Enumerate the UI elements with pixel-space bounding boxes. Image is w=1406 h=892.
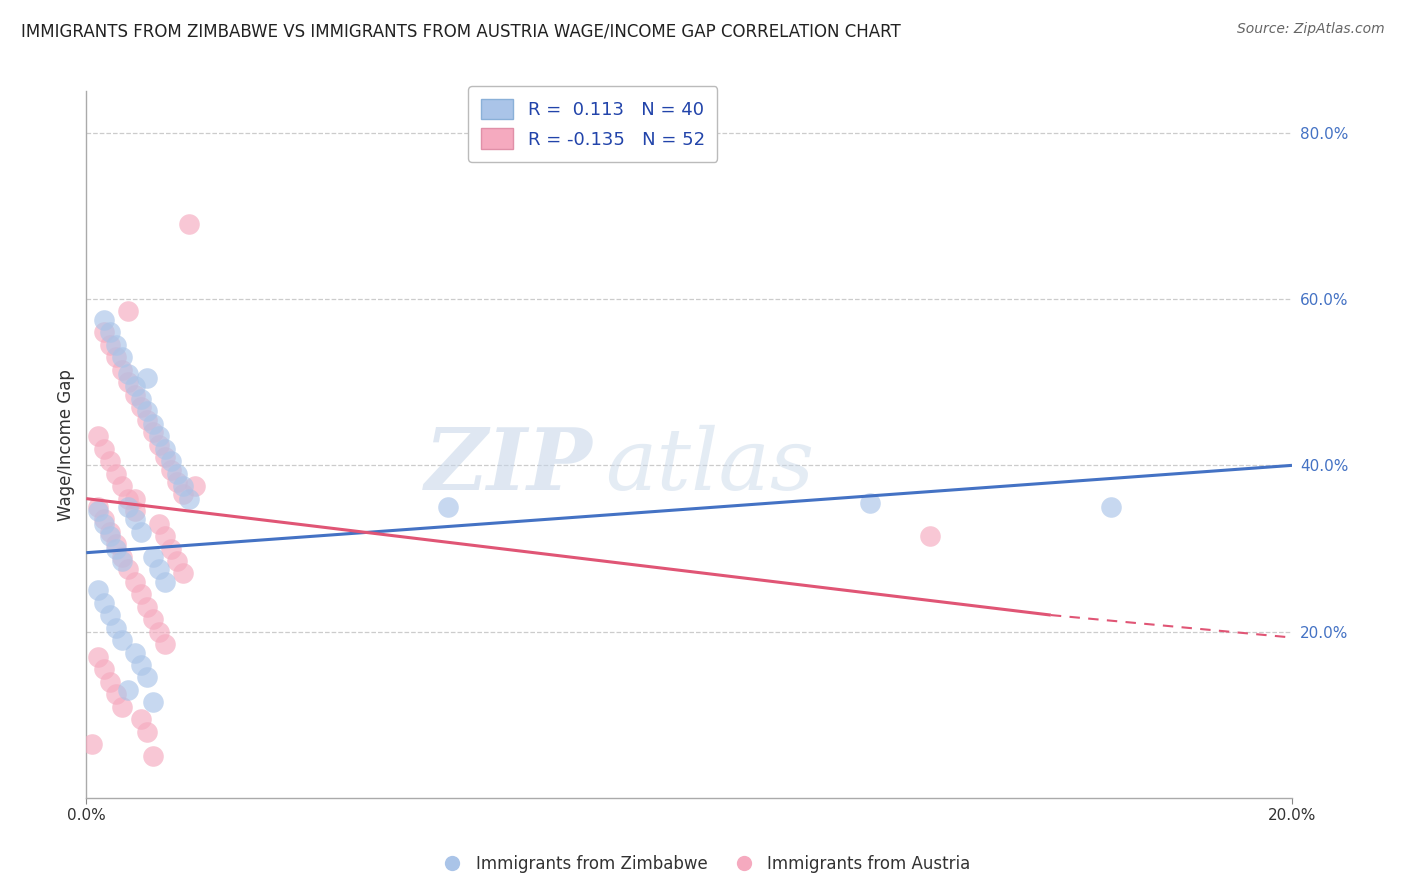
Point xyxy=(105,687,128,701)
Point xyxy=(87,583,110,598)
Point xyxy=(859,496,882,510)
Point xyxy=(93,442,115,456)
Point xyxy=(117,367,139,381)
Text: ZIP: ZIP xyxy=(425,424,593,508)
Point xyxy=(124,512,146,526)
Point xyxy=(166,554,188,568)
Point xyxy=(135,599,157,614)
Point xyxy=(111,479,134,493)
Point xyxy=(159,462,181,476)
Point xyxy=(172,479,194,493)
Point xyxy=(100,529,122,543)
Point xyxy=(100,454,122,468)
Point xyxy=(117,562,139,576)
Point xyxy=(142,549,165,564)
Point xyxy=(111,350,134,364)
Point xyxy=(135,371,157,385)
Point xyxy=(153,450,176,464)
Point xyxy=(87,504,110,518)
Point xyxy=(117,491,139,506)
Text: IMMIGRANTS FROM ZIMBABWE VS IMMIGRANTS FROM AUSTRIA WAGE/INCOME GAP CORRELATION : IMMIGRANTS FROM ZIMBABWE VS IMMIGRANTS F… xyxy=(21,22,901,40)
Point xyxy=(87,429,110,443)
Point xyxy=(82,737,104,751)
Point xyxy=(111,554,134,568)
Point xyxy=(153,529,176,543)
Point xyxy=(159,541,181,556)
Point xyxy=(153,442,176,456)
Point xyxy=(124,379,146,393)
Point xyxy=(111,549,134,564)
Point xyxy=(148,437,170,451)
Point xyxy=(111,633,134,648)
Point xyxy=(166,475,188,489)
Point xyxy=(124,491,146,506)
Point xyxy=(93,516,115,531)
Point xyxy=(148,562,170,576)
Y-axis label: Wage/Income Gap: Wage/Income Gap xyxy=(58,368,75,521)
Point xyxy=(142,425,165,439)
Point xyxy=(129,392,152,406)
Point xyxy=(100,524,122,539)
Point xyxy=(93,596,115,610)
Point xyxy=(93,326,115,340)
Point xyxy=(124,646,146,660)
Point xyxy=(111,362,134,376)
Point xyxy=(87,500,110,514)
Point xyxy=(100,337,122,351)
Point xyxy=(135,670,157,684)
Point xyxy=(153,574,176,589)
Point xyxy=(177,491,200,506)
Point xyxy=(142,612,165,626)
Text: atlas: atlas xyxy=(605,425,814,508)
Point xyxy=(93,662,115,676)
Point xyxy=(124,504,146,518)
Legend: Immigrants from Zimbabwe, Immigrants from Austria: Immigrants from Zimbabwe, Immigrants fro… xyxy=(429,848,977,880)
Point xyxy=(93,512,115,526)
Point xyxy=(129,587,152,601)
Point xyxy=(135,412,157,426)
Point xyxy=(111,699,134,714)
Point xyxy=(124,574,146,589)
Point xyxy=(135,404,157,418)
Point xyxy=(117,682,139,697)
Point xyxy=(142,749,165,764)
Point xyxy=(105,541,128,556)
Point xyxy=(148,429,170,443)
Point xyxy=(142,695,165,709)
Point xyxy=(166,467,188,481)
Point xyxy=(172,487,194,501)
Point xyxy=(159,454,181,468)
Point xyxy=(172,566,194,581)
Point xyxy=(129,712,152,726)
Point xyxy=(105,537,128,551)
Text: Source: ZipAtlas.com: Source: ZipAtlas.com xyxy=(1237,22,1385,37)
Point xyxy=(100,326,122,340)
Point xyxy=(129,400,152,414)
Point xyxy=(148,516,170,531)
Point xyxy=(1099,500,1122,514)
Point xyxy=(100,674,122,689)
Point xyxy=(142,417,165,431)
Point xyxy=(105,467,128,481)
Point xyxy=(117,304,139,318)
Point xyxy=(105,621,128,635)
Point xyxy=(184,479,207,493)
Point xyxy=(105,337,128,351)
Point xyxy=(100,608,122,623)
Point xyxy=(437,500,460,514)
Point xyxy=(117,500,139,514)
Point xyxy=(129,657,152,672)
Point xyxy=(153,637,176,651)
Legend: R =  0.113   N = 40, R = -0.135   N = 52: R = 0.113 N = 40, R = -0.135 N = 52 xyxy=(468,86,717,162)
Point xyxy=(124,387,146,401)
Point xyxy=(129,524,152,539)
Point xyxy=(117,375,139,389)
Point xyxy=(177,217,200,231)
Point xyxy=(135,724,157,739)
Point xyxy=(105,350,128,364)
Point xyxy=(87,649,110,664)
Point xyxy=(148,624,170,639)
Point xyxy=(920,529,942,543)
Point xyxy=(93,313,115,327)
